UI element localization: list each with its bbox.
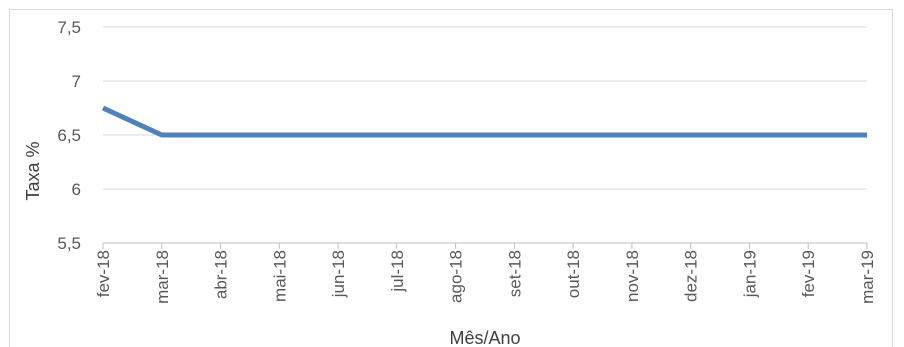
x-tick-label: jun-18 — [329, 250, 348, 298]
x-tick-label: mar-19 — [858, 250, 877, 304]
x-tick-label: dez-18 — [682, 250, 701, 302]
x-tick-label: fev-18 — [94, 250, 113, 297]
x-tick-label: fev-19 — [799, 250, 818, 297]
x-tick-label: set-18 — [505, 250, 524, 297]
x-tick-label: mar-18 — [153, 250, 172, 304]
chart-frame — [9, 9, 893, 347]
y-axis-title: Taxa % — [23, 141, 43, 200]
x-tick-label: mai-18 — [270, 250, 289, 302]
x-tick-label: abr-18 — [212, 250, 231, 299]
x-tick-label: out-18 — [564, 250, 583, 298]
series-line — [101, 105, 867, 138]
y-tick-label: 6 — [72, 180, 81, 199]
x-tick-label: ago-18 — [447, 250, 466, 303]
y-tick-label: 7,5 — [57, 18, 81, 37]
x-tick-label: nov-18 — [623, 250, 642, 302]
x-axis-title: Mês/Ano — [449, 328, 520, 347]
x-tick-label: jan-19 — [740, 250, 759, 298]
x-axis — [102, 242, 868, 249]
gridlines — [103, 26, 867, 190]
y-tick-label: 6,5 — [57, 126, 81, 145]
y-tick-labels: 7,5 7 6,5 6 5,5 — [57, 18, 81, 253]
y-tick-label: 7 — [72, 72, 81, 91]
x-tick-labels: fev-18 mar-18 abr-18 mai-18 jun-18 jul-18 ago-… — [94, 250, 877, 304]
y-tick-label: 5,5 — [57, 234, 81, 253]
x-tick-label: jul-18 — [388, 250, 407, 293]
series-lines — [101, 105, 867, 138]
